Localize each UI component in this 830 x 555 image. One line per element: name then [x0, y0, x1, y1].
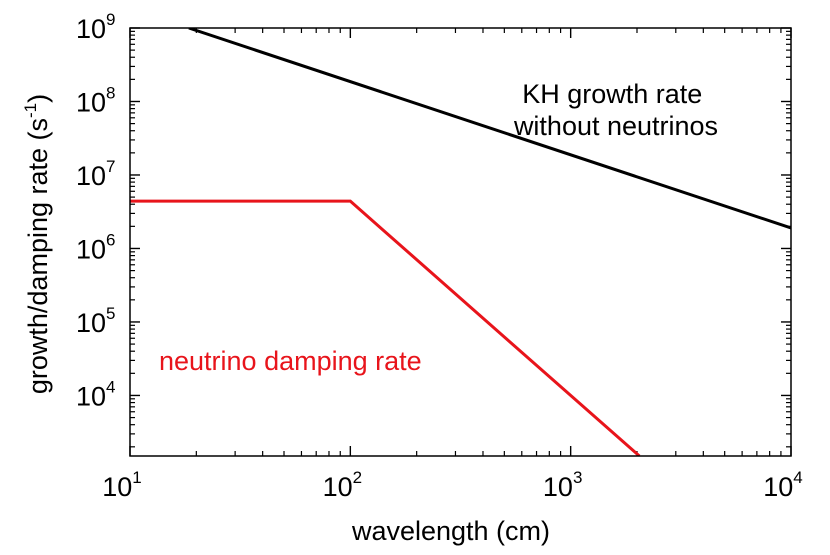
y-tick-label-base: 10	[76, 14, 106, 44]
x-tick-label-exponent: 2	[353, 468, 362, 487]
y-tick-label: 109	[76, 10, 116, 44]
y-tick-label-base: 10	[76, 234, 106, 264]
y-tick-label-exponent: 5	[106, 304, 115, 323]
x-tick-labels: 101 102 103 104	[102, 468, 803, 502]
y-tick-label-exponent: 8	[106, 83, 115, 102]
y-tick-label-exponent: 9	[106, 10, 115, 29]
y-tick-label: 105	[76, 304, 116, 338]
annotation-kh-line-2: without neutrinos	[513, 111, 718, 141]
x-axis-label: wavelength (cm)	[351, 516, 550, 546]
y-tick-label-exponent: 7	[106, 157, 115, 176]
x-tick-label-base: 10	[102, 472, 132, 502]
x-tick-label-base: 10	[763, 472, 793, 502]
annotation-nu-line-1: neutrino damping rate	[159, 346, 422, 376]
y-tick-label-base: 10	[76, 308, 106, 338]
x-tick-label: 102	[323, 468, 363, 502]
x-tick-label: 101	[102, 468, 142, 502]
x-tick-label: 104	[763, 468, 803, 502]
annotation-kh-line-1: KH growth rate	[522, 79, 702, 109]
x-tick-label-base: 10	[323, 472, 353, 502]
series-kh-growth-rate-line	[188, 28, 791, 230]
x-tick-marks	[129, 28, 792, 456]
x-tick-label-exponent: 1	[132, 468, 141, 487]
y-tick-label: 107	[76, 157, 116, 191]
series-layer	[130, 28, 791, 456]
annotation-kh-growth-rate: KH growth rate without neutrinos	[513, 79, 718, 141]
plot-frame	[129, 27, 792, 457]
y-tick-label: 108	[76, 83, 116, 117]
x-tick-label: 103	[543, 468, 583, 502]
annotation-neutrino-damping-rate: neutrino damping rate	[159, 346, 422, 376]
y-tick-label-base: 10	[76, 381, 106, 411]
y-tick-label: 106	[76, 230, 116, 264]
y-tick-marks	[130, 27, 791, 448]
y-axis-label: growth/damping rate (s-1)	[21, 94, 53, 394]
x-tick-label-base: 10	[543, 472, 573, 502]
series-neutrino-damping-rate-line	[130, 199, 641, 456]
y-tick-label: 104	[76, 377, 116, 411]
y-tick-label-base: 10	[76, 87, 106, 117]
x-tick-label-exponent: 4	[793, 468, 802, 487]
y-axis-label-main: growth/damping rate (s	[23, 118, 53, 394]
y-tick-label-exponent: 6	[106, 230, 115, 249]
x-tick-label-exponent: 3	[573, 468, 582, 487]
y-tick-label-base: 10	[76, 161, 106, 191]
y-tick-label-exponent: 4	[106, 377, 115, 396]
y-axis-label-suffix: )	[23, 94, 53, 103]
y-axis-label-superscript: -1	[21, 103, 40, 118]
